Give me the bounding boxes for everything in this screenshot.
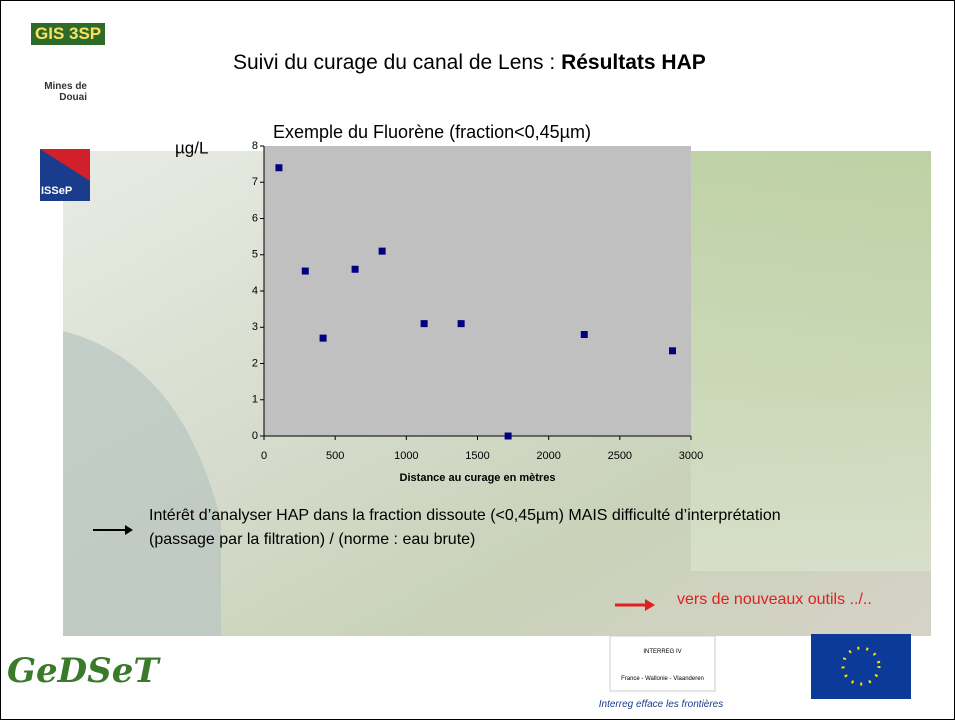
point (421, 320, 428, 327)
point (352, 266, 359, 273)
y-tick-label: 0 (252, 430, 258, 442)
footer: Interreg efface les frontières (566, 699, 756, 710)
interreg-title: INTERREG IV (610, 649, 715, 655)
slide-title: Suivi du curage du canal de Lens : Résul… (233, 51, 706, 75)
x-tick-label: 3000 (679, 450, 703, 462)
bullet-text: Intérêt d’analyser HAP dans la fraction … (149, 504, 849, 552)
y-tick-label: 2 (252, 357, 258, 369)
point (275, 164, 282, 171)
title-prefix: Suivi du curage du canal de Lens : (233, 51, 561, 74)
title-bold: Résultats HAP (561, 51, 706, 74)
y-axis-label: µg/L (175, 138, 208, 157)
y-tick-label: 4 (252, 285, 258, 297)
eu-flag (811, 634, 911, 699)
point (669, 347, 676, 354)
point (320, 335, 327, 342)
outlook-text: vers de nouveaux outils ../.. (677, 589, 917, 610)
gedset-logo: GeDSeT (7, 651, 159, 691)
slide: 0 1 2 3 4 5 6 7 8 0 500 1000 1500 2000 2500 3000 Exemple… (0, 0, 955, 720)
y-tick-label: 7 (252, 176, 258, 188)
x-tick-label: 2500 (608, 450, 632, 462)
y-tick-label: 8 (252, 140, 258, 152)
x-tick-label: 500 (326, 450, 344, 462)
point (581, 331, 588, 338)
x-tick-label: 0 (261, 450, 267, 462)
x-tick-label: 1000 (394, 450, 418, 462)
chart: 0 1 2 3 4 5 6 7 8 0 500 1000 1500 2000 2500 3000 Exemple… (1, 1, 954, 719)
issep-text: ISSeP (41, 185, 72, 197)
y-tick-label: 1 (252, 394, 258, 406)
y-tick-label: 6 (252, 212, 258, 224)
point (302, 268, 309, 275)
gis-logo: GIS 3SP (31, 23, 105, 45)
point (505, 433, 512, 440)
x-axis-label: Distance au curage en mètres (400, 472, 556, 484)
y-tick-label: 3 (252, 321, 258, 333)
x-tick-label: 2000 (536, 450, 560, 462)
mines-logo: Mines de Douai (37, 81, 87, 103)
y-tick-label: 5 (252, 249, 258, 261)
plot-area (264, 146, 691, 436)
point (458, 320, 465, 327)
interreg-region: France - Wallonie - Vlaanderen (610, 676, 715, 682)
x-tick-label: 1500 (465, 450, 489, 462)
chart-title: Exemple du Fluorène (fraction<0,45µm) (273, 122, 591, 142)
point (379, 248, 386, 255)
interreg-logo (610, 636, 715, 691)
